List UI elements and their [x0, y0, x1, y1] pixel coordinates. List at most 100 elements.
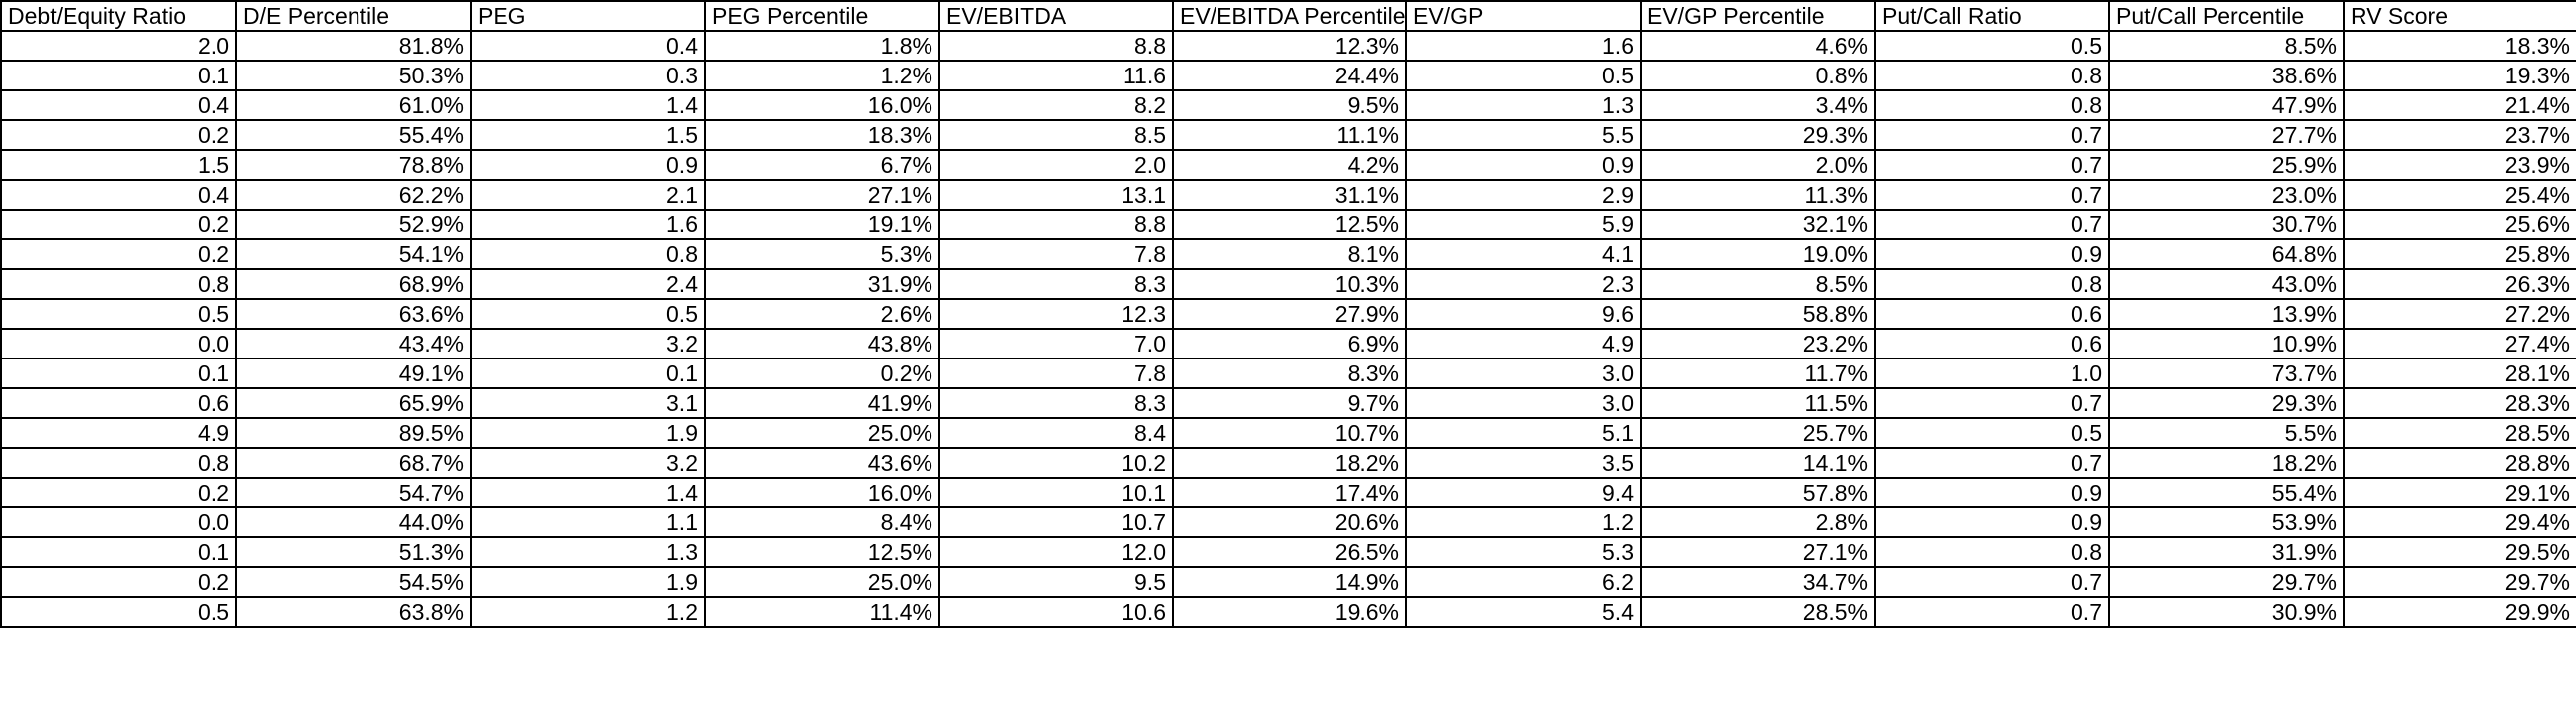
- cell-ev-ebitda[interactable]: 10.1: [938, 477, 1174, 508]
- cell-put-call-ratio[interactable]: 0.7: [1874, 596, 2110, 628]
- cell-rv-score[interactable]: 29.9%: [2343, 596, 2576, 628]
- column-header-put-call-percentile[interactable]: Put/Call Percentile: [2108, 0, 2345, 32]
- cell-put-call-percentile[interactable]: 27.7%: [2108, 119, 2345, 151]
- cell-rv-score[interactable]: 28.1%: [2343, 358, 2576, 389]
- cell-peg[interactable]: 3.2: [470, 328, 706, 359]
- cell-ev-gp[interactable]: 4.1: [1405, 238, 1642, 270]
- cell-put-call-percentile[interactable]: 25.9%: [2108, 149, 2345, 181]
- cell-de-percentile[interactable]: 89.5%: [235, 417, 472, 449]
- cell-ev-ebitda[interactable]: 11.6: [938, 60, 1174, 91]
- cell-peg[interactable]: 0.9: [470, 149, 706, 181]
- cell-ev-gp-percentile[interactable]: 0.8%: [1640, 60, 1876, 91]
- cell-de-percentile[interactable]: 44.0%: [235, 506, 472, 538]
- cell-peg[interactable]: 1.4: [470, 477, 706, 508]
- cell-ev-ebitda-percentile[interactable]: 9.7%: [1172, 387, 1407, 419]
- cell-rv-score[interactable]: 21.4%: [2343, 89, 2576, 121]
- cell-ev-gp-percentile[interactable]: 25.7%: [1640, 417, 1876, 449]
- cell-peg-percentile[interactable]: 6.7%: [704, 149, 940, 181]
- cell-put-call-percentile[interactable]: 31.9%: [2108, 536, 2345, 568]
- cell-debt-equity-ratio[interactable]: 0.1: [0, 60, 237, 91]
- cell-ev-ebitda[interactable]: 10.2: [938, 447, 1174, 479]
- cell-put-call-ratio[interactable]: 0.8: [1874, 536, 2110, 568]
- cell-ev-gp-percentile[interactable]: 27.1%: [1640, 536, 1876, 568]
- cell-ev-gp[interactable]: 3.0: [1405, 358, 1642, 389]
- cell-put-call-percentile[interactable]: 30.7%: [2108, 209, 2345, 240]
- cell-peg-percentile[interactable]: 11.4%: [704, 596, 940, 628]
- cell-peg-percentile[interactable]: 1.2%: [704, 60, 940, 91]
- cell-debt-equity-ratio[interactable]: 4.9: [0, 417, 237, 449]
- cell-peg-percentile[interactable]: 25.0%: [704, 566, 940, 598]
- cell-ev-ebitda-percentile[interactable]: 31.1%: [1172, 179, 1407, 211]
- column-header-peg-percentile[interactable]: PEG Percentile: [704, 0, 940, 32]
- cell-put-call-percentile[interactable]: 38.6%: [2108, 60, 2345, 91]
- cell-de-percentile[interactable]: 49.1%: [235, 358, 472, 389]
- cell-ev-ebitda[interactable]: 7.8: [938, 358, 1174, 389]
- cell-ev-gp-percentile[interactable]: 28.5%: [1640, 596, 1876, 628]
- cell-ev-ebitda-percentile[interactable]: 17.4%: [1172, 477, 1407, 508]
- cell-ev-ebitda-percentile[interactable]: 27.9%: [1172, 298, 1407, 330]
- cell-ev-gp[interactable]: 6.2: [1405, 566, 1642, 598]
- cell-rv-score[interactable]: 29.1%: [2343, 477, 2576, 508]
- cell-peg[interactable]: 0.1: [470, 358, 706, 389]
- cell-ev-ebitda-percentile[interactable]: 12.3%: [1172, 30, 1407, 62]
- column-header-ev-gp-percentile[interactable]: EV/GP Percentile: [1640, 0, 1876, 32]
- cell-peg[interactable]: 0.4: [470, 30, 706, 62]
- cell-peg[interactable]: 0.3: [470, 60, 706, 91]
- cell-peg[interactable]: 1.9: [470, 417, 706, 449]
- cell-rv-score[interactable]: 25.4%: [2343, 179, 2576, 211]
- cell-ev-ebitda-percentile[interactable]: 20.6%: [1172, 506, 1407, 538]
- column-header-de-percentile[interactable]: D/E Percentile: [235, 0, 472, 32]
- cell-put-call-percentile[interactable]: 8.5%: [2108, 30, 2345, 62]
- cell-debt-equity-ratio[interactable]: 1.5: [0, 149, 237, 181]
- cell-debt-equity-ratio[interactable]: 0.2: [0, 566, 237, 598]
- cell-ev-ebitda-percentile[interactable]: 9.5%: [1172, 89, 1407, 121]
- cell-peg[interactable]: 1.2: [470, 596, 706, 628]
- column-header-ev-gp[interactable]: EV/GP: [1405, 0, 1642, 32]
- cell-peg-percentile[interactable]: 27.1%: [704, 179, 940, 211]
- cell-ev-gp-percentile[interactable]: 4.6%: [1640, 30, 1876, 62]
- cell-rv-score[interactable]: 23.9%: [2343, 149, 2576, 181]
- cell-rv-score[interactable]: 29.7%: [2343, 566, 2576, 598]
- cell-ev-gp-percentile[interactable]: 2.8%: [1640, 506, 1876, 538]
- cell-ev-ebitda[interactable]: 2.0: [938, 149, 1174, 181]
- cell-ev-gp[interactable]: 4.9: [1405, 328, 1642, 359]
- cell-de-percentile[interactable]: 78.8%: [235, 149, 472, 181]
- cell-put-call-ratio[interactable]: 0.7: [1874, 149, 2110, 181]
- cell-ev-gp-percentile[interactable]: 34.7%: [1640, 566, 1876, 598]
- cell-put-call-percentile[interactable]: 47.9%: [2108, 89, 2345, 121]
- cell-debt-equity-ratio[interactable]: 0.5: [0, 596, 237, 628]
- cell-peg[interactable]: 1.1: [470, 506, 706, 538]
- cell-debt-equity-ratio[interactable]: 0.1: [0, 358, 237, 389]
- cell-ev-ebitda[interactable]: 12.0: [938, 536, 1174, 568]
- cell-ev-ebitda[interactable]: 12.3: [938, 298, 1174, 330]
- cell-peg-percentile[interactable]: 31.9%: [704, 268, 940, 300]
- cell-rv-score[interactable]: 19.3%: [2343, 60, 2576, 91]
- cell-ev-gp[interactable]: 1.3: [1405, 89, 1642, 121]
- cell-put-call-ratio[interactable]: 0.7: [1874, 119, 2110, 151]
- cell-debt-equity-ratio[interactable]: 0.6: [0, 387, 237, 419]
- cell-rv-score[interactable]: 28.8%: [2343, 447, 2576, 479]
- cell-peg-percentile[interactable]: 1.8%: [704, 30, 940, 62]
- cell-peg[interactable]: 2.4: [470, 268, 706, 300]
- cell-put-call-percentile[interactable]: 29.3%: [2108, 387, 2345, 419]
- cell-peg-percentile[interactable]: 43.8%: [704, 328, 940, 359]
- cell-peg[interactable]: 3.1: [470, 387, 706, 419]
- cell-ev-gp[interactable]: 1.2: [1405, 506, 1642, 538]
- cell-put-call-ratio[interactable]: 0.9: [1874, 477, 2110, 508]
- cell-ev-ebitda[interactable]: 13.1: [938, 179, 1174, 211]
- cell-peg-percentile[interactable]: 19.1%: [704, 209, 940, 240]
- cell-put-call-ratio[interactable]: 0.6: [1874, 298, 2110, 330]
- cell-debt-equity-ratio[interactable]: 0.4: [0, 89, 237, 121]
- cell-peg-percentile[interactable]: 25.0%: [704, 417, 940, 449]
- cell-ev-gp-percentile[interactable]: 3.4%: [1640, 89, 1876, 121]
- cell-ev-ebitda-percentile[interactable]: 10.7%: [1172, 417, 1407, 449]
- cell-ev-gp[interactable]: 0.5: [1405, 60, 1642, 91]
- cell-peg[interactable]: 1.4: [470, 89, 706, 121]
- cell-put-call-ratio[interactable]: 0.8: [1874, 89, 2110, 121]
- cell-peg-percentile[interactable]: 12.5%: [704, 536, 940, 568]
- cell-ev-gp[interactable]: 1.6: [1405, 30, 1642, 62]
- cell-peg[interactable]: 0.5: [470, 298, 706, 330]
- column-header-debt-equity-ratio[interactable]: Debt/Equity Ratio: [0, 0, 237, 32]
- cell-ev-ebitda-percentile[interactable]: 18.2%: [1172, 447, 1407, 479]
- cell-de-percentile[interactable]: 61.0%: [235, 89, 472, 121]
